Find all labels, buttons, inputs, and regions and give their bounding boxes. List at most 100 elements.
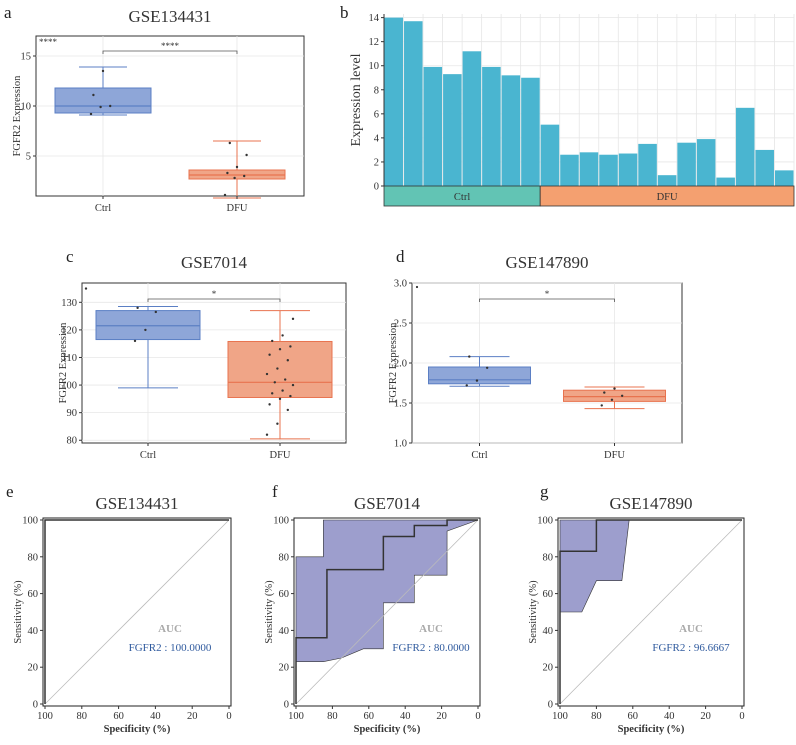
x-tick-label: 60 <box>628 711 639 722</box>
panel-label-d: d <box>396 247 405 266</box>
data-point <box>235 165 239 169</box>
panel-b-barchart: 0 2 4 6 8 10 12 14 Ctrl DFU Expression level <box>349 13 795 207</box>
y-tick-label: 10 <box>21 102 32 113</box>
x-tick-label: 20 <box>700 711 711 722</box>
y-tick-label: 1.0 <box>394 439 407 450</box>
chart-title: GSE7014 <box>181 253 248 272</box>
y-tick-label: 100 <box>537 516 553 527</box>
corner-dot <box>415 285 419 289</box>
x-tick-label: DFU <box>226 203 247 214</box>
bar <box>677 142 696 186</box>
bar <box>618 153 638 186</box>
diagonal-reference <box>44 519 230 705</box>
plot-frame <box>557 517 745 707</box>
x-tick-label: 0 <box>739 711 744 722</box>
data-point <box>468 355 471 358</box>
x-tick-label: DFU <box>269 450 290 461</box>
x-tick-label: 100 <box>37 711 53 722</box>
signif-bracket <box>147 298 281 302</box>
y-tick-label: 6 <box>374 109 379 120</box>
panel-g-roc: 0 0 20 20 40 40 60 60 80 80 100 100 GSE147890 Specifi… <box>528 494 745 735</box>
y-tick-label: 80 <box>543 552 554 563</box>
y-tick-label: 10 <box>369 61 380 72</box>
bar <box>482 66 501 186</box>
data-point <box>233 176 236 180</box>
data-point <box>144 328 147 332</box>
diagonal-reference <box>295 519 479 705</box>
x-axis-label: Specificity (%) <box>104 724 171 735</box>
bar <box>696 139 716 186</box>
bar <box>501 75 521 186</box>
data-point <box>268 353 271 356</box>
x-tick-label: 20 <box>187 711 198 722</box>
x-tick-label: Ctrl <box>95 203 111 214</box>
y-tick-label: 80 <box>28 552 39 563</box>
data-point <box>291 383 295 387</box>
x-axis-label: Specificity (%) <box>354 724 421 735</box>
y-tick-label: 4 <box>374 133 380 144</box>
panel-label-c: c <box>66 247 74 266</box>
x-tick-label: 20 <box>436 711 447 722</box>
roc-curve <box>44 519 229 704</box>
bar <box>404 21 423 187</box>
y-tick-label: 2.0 <box>394 359 407 370</box>
data-point <box>281 334 284 337</box>
roc-curve <box>295 519 478 704</box>
y-tick-label: 1.5 <box>394 399 407 410</box>
x-axis-label: Specificity (%) <box>618 724 685 735</box>
y-tick-label: 60 <box>28 589 39 600</box>
plot-frame <box>293 517 481 707</box>
bar <box>384 17 404 186</box>
panel-f-roc: 0 0 20 20 40 40 60 60 80 80 100 100 GSE7014 Specifici… <box>264 494 481 735</box>
panel-e-roc: 0 0 20 20 40 40 60 60 80 80 100 100 GSE134431 Specifi… <box>13 494 232 735</box>
x-tick-label: 100 <box>288 711 304 722</box>
box-dfu <box>227 340 333 398</box>
x-tick-label: 80 <box>591 711 602 722</box>
panel-d-boxplot: 1.0 1.5 2.0 2.5 3.0 Ctrl DFU * GSE147890 FGFR2 Ex… <box>388 253 683 461</box>
bar <box>521 77 540 186</box>
bar <box>735 107 755 186</box>
data-point <box>284 378 287 381</box>
data-point <box>600 404 603 407</box>
y-tick-label: 15 <box>21 52 32 63</box>
panel-label-a: a <box>4 3 12 22</box>
data-point <box>92 93 95 97</box>
auc-value: FGFR2 : 80.0000 <box>392 642 470 654</box>
y-tick-label: 80 <box>279 552 290 563</box>
y-tick-label: 2.5 <box>394 319 407 330</box>
roc-curve <box>559 519 742 704</box>
data-point <box>268 403 271 406</box>
y-tick-label: 0 <box>284 700 289 711</box>
y-tick-label: 0 <box>33 700 38 711</box>
data-point <box>485 366 489 369</box>
chart-title: GSE134431 <box>95 494 178 513</box>
data-point <box>154 310 157 314</box>
panel-label-f: f <box>272 482 278 501</box>
data-point <box>271 339 274 343</box>
data-point <box>133 339 137 343</box>
y-tick-label: 20 <box>28 663 39 674</box>
data-point <box>286 359 289 362</box>
box-dfu <box>563 389 666 402</box>
data-point <box>610 398 614 401</box>
x-tick-label: 40 <box>150 711 161 722</box>
plot-frame <box>42 517 232 707</box>
y-tick-label: 60 <box>543 589 554 600</box>
panel-label-b: b <box>340 3 349 22</box>
box-ctrl <box>95 310 201 341</box>
x-tick-label: Ctrl <box>471 450 487 461</box>
bar <box>657 175 677 186</box>
y-tick-label: 100 <box>273 516 289 527</box>
y-tick-label: 120 <box>61 325 77 336</box>
data-point <box>281 389 284 392</box>
data-point <box>286 408 289 412</box>
group-band-label: DFU <box>657 192 678 203</box>
y-axis-label: Sensitivity (%) <box>13 580 24 644</box>
y-axis-label: FGFR2 Expression <box>388 322 399 404</box>
data-point <box>101 69 105 73</box>
bar <box>774 170 794 186</box>
panel-label-e: e <box>6 482 14 501</box>
y-axis-label: FGFR2 Expression <box>12 75 23 157</box>
bar <box>560 154 579 186</box>
bar <box>540 124 560 186</box>
